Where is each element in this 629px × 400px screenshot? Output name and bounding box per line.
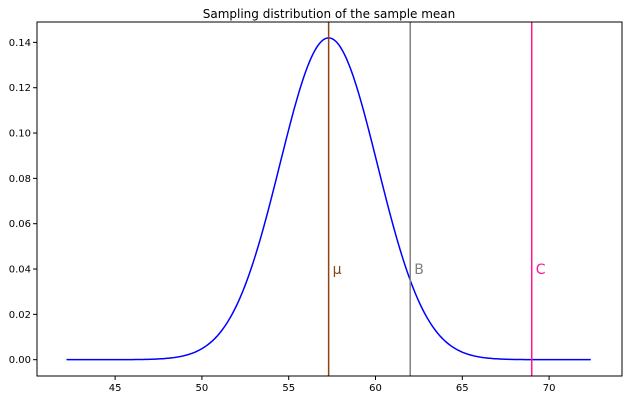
vline-label-0: μ xyxy=(333,262,342,278)
y-tick-label: 0.12 xyxy=(9,83,31,94)
x-tick-label: 50 xyxy=(196,383,209,394)
y-tick-label: 0.00 xyxy=(9,355,31,366)
y-tick-label: 0.02 xyxy=(9,310,31,321)
vline-label-2: C xyxy=(536,262,546,278)
y-tick-label: 0.10 xyxy=(9,129,31,140)
y-tick-label: 0.08 xyxy=(9,174,31,185)
vline-label-1: B xyxy=(414,262,424,278)
plot-frame xyxy=(36,21,623,377)
y-tick-label: 0.04 xyxy=(9,265,31,276)
x-tick-label: 55 xyxy=(282,383,295,394)
y-axis: 0.00 0.02 0.04 0.06 0.08 0.10 0.12 0.14 xyxy=(9,38,37,366)
x-tick-label: 60 xyxy=(369,383,382,394)
x-tick-label: 45 xyxy=(109,383,122,394)
y-tick-label: 0.14 xyxy=(9,38,31,49)
x-tick-label: 65 xyxy=(456,383,469,394)
chart-title: Sampling distribution of the sample mean xyxy=(203,7,456,21)
x-tick-label: 70 xyxy=(543,383,556,394)
x-axis: 45 50 55 60 65 70 xyxy=(109,376,556,394)
y-tick-label: 0.06 xyxy=(9,219,31,230)
